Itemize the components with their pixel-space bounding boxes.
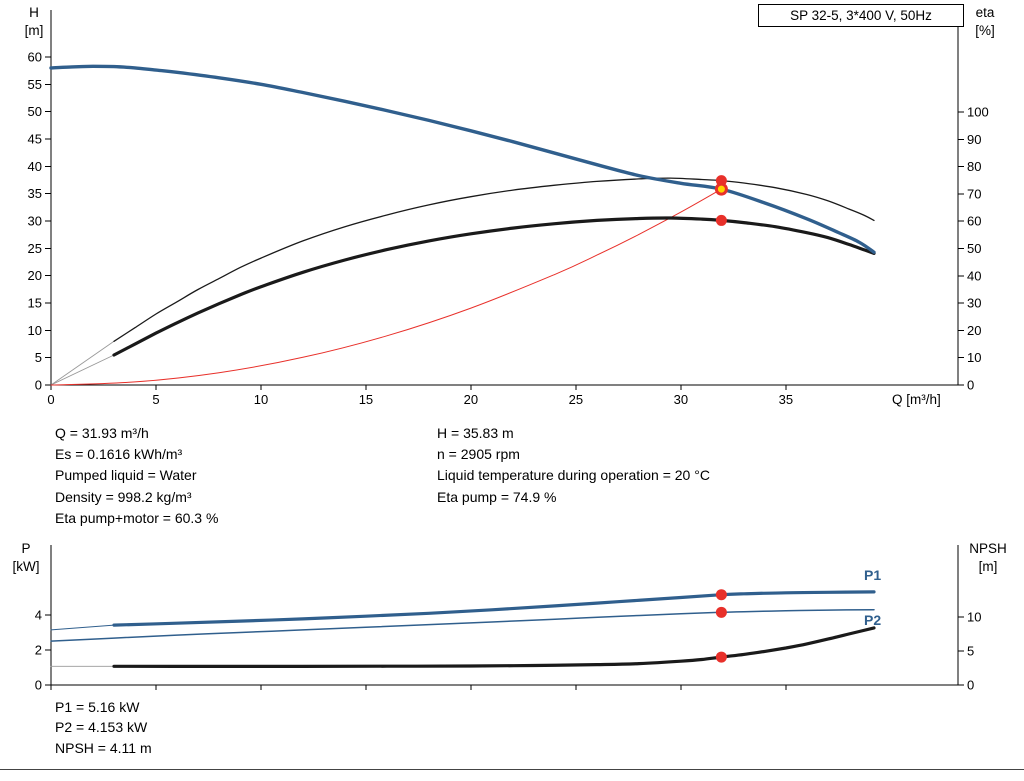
top-left-tick-label: 30 <box>28 214 42 229</box>
top-x-tick-label: 20 <box>464 392 478 407</box>
bottom-right-tick-label: 10 <box>967 610 981 625</box>
eta-axis-symbol: eta <box>975 5 995 20</box>
p2-curve-label: P2 <box>864 612 882 628</box>
curve-p2 <box>50 609 875 642</box>
top-right-tick-label: 100 <box>967 105 989 120</box>
curve-p1-lead-in <box>50 624 115 631</box>
pump-title: SP 32-5, 3*400 V, 50Hz <box>790 8 932 23</box>
bottom-divider <box>0 769 1024 770</box>
top-right-tick-label: 90 <box>967 132 981 147</box>
top-left-tick-label: 55 <box>28 77 42 92</box>
top-right-tick-label: 30 <box>967 296 981 311</box>
top-right-tick-label: 80 <box>967 159 981 174</box>
info-line-q: Q = 31.93 m³/h <box>55 425 149 441</box>
top-left-tick-label: 25 <box>28 241 42 256</box>
top-right-tick-label: 50 <box>967 241 981 256</box>
pump-title-box: SP 32-5, 3*400 V, 50Hz <box>758 4 964 27</box>
top-left-tick-label: 10 <box>28 323 42 338</box>
top-right-tick-label: 10 <box>967 350 981 365</box>
bottom-left-tick-label: 0 <box>35 678 42 693</box>
duty-point-marker-hq-duty[interactable] <box>714 182 728 196</box>
bottom-results: P1 = 5.16 kW P2 = 4.153 kW NPSH = 4.11 m <box>55 697 152 758</box>
bottom-right-tick-label: 5 <box>967 644 974 659</box>
bottom-right-tick-label: 0 <box>967 678 974 693</box>
top-left-tick-label: 45 <box>28 132 42 147</box>
result-p2: P2 = 4.153 kW <box>55 719 148 736</box>
top-left-tick-label: 40 <box>28 159 42 174</box>
curve-eta-pump-lead-in <box>50 340 115 386</box>
curve-h-q-pump-curve <box>49 64 876 254</box>
top-right-tick-label: 0 <box>967 378 974 393</box>
p-axis-title: P [kW] <box>4 540 48 576</box>
top-x-tick-label: 25 <box>569 392 583 407</box>
top-right-tick-label: 20 <box>967 323 981 338</box>
h-axis-symbol: H <box>29 5 39 20</box>
result-p1: P1 = 5.16 kW <box>55 699 140 715</box>
top-left-tick-label: 5 <box>35 350 42 365</box>
info-line-liquid: Pumped liquid = Water <box>55 467 197 484</box>
duty-point-marker-p2-duty[interactable] <box>715 606 727 618</box>
operating-point-info-left: Q = 31.93 m³/h Es = 0.1616 kWh/m³ Pumped… <box>55 423 218 529</box>
top-left-tick-label: 0 <box>35 378 42 393</box>
npsh-axis-symbol: NPSH <box>969 541 1007 556</box>
top-x-tick-label: 10 <box>254 392 268 407</box>
top-x-tick-label: 5 <box>152 392 159 407</box>
curve-npsh <box>112 626 876 669</box>
operating-point-info-right: H = 35.83 m n = 2905 rpm Liquid temperat… <box>437 423 710 508</box>
q-axis-title: Q [m³/h] <box>892 392 941 407</box>
top-right-tick-label: 60 <box>967 214 981 229</box>
info-line-eta-total: Eta pump+motor = 60.3 % <box>55 509 219 526</box>
top-x-tick-label: 0 <box>47 392 54 407</box>
h-axis-title: H [m] <box>16 4 52 40</box>
p-axis-symbol: P <box>21 541 31 556</box>
top-x-tick-label: 30 <box>674 392 688 407</box>
top-left-tick-label: 60 <box>28 50 42 65</box>
curve-eta-pump <box>113 177 875 342</box>
duty-point-marker-npsh-duty[interactable] <box>715 651 727 663</box>
eta-axis-unit: [%] <box>975 23 995 38</box>
bottom-left-tick-label: 4 <box>35 608 42 623</box>
curve-system-duty-curve <box>50 188 722 386</box>
result-npsh: NPSH = 4.11 m <box>55 739 152 756</box>
curve-eta-pump-motor-lead-in <box>50 354 115 386</box>
curve-eta-pump-motor <box>112 216 876 357</box>
top-left-tick-label: 20 <box>28 268 42 283</box>
top-left-tick-label: 15 <box>28 296 42 311</box>
p1-curve-label: P1 <box>864 567 882 583</box>
top-left-tick-label: 35 <box>28 186 42 201</box>
info-line-n: n = 2905 rpm <box>437 446 520 463</box>
p-axis-unit: [kW] <box>12 559 40 574</box>
top-right-tick-label: 70 <box>967 186 981 201</box>
info-line-h: H = 35.83 m <box>437 425 514 441</box>
top-left-tick-label: 50 <box>28 104 42 119</box>
info-line-density: Density = 998.2 kg/m³ <box>55 488 192 505</box>
bottom-left-tick-label: 2 <box>35 643 42 658</box>
npsh-axis-unit: [m] <box>978 559 998 574</box>
eta-axis-title: eta [%] <box>962 4 1008 40</box>
npsh-axis-title: NPSH [m] <box>960 540 1016 576</box>
info-line-temp: Liquid temperature during operation = 20… <box>437 467 710 484</box>
top-x-tick-label: 15 <box>359 392 373 407</box>
duty-point-marker-eta-pump-motor-duty[interactable] <box>715 214 727 226</box>
curve-p1 <box>112 590 876 627</box>
top-x-tick-label: 35 <box>779 392 793 407</box>
info-line-eta-pump: Eta pump = 74.9 % <box>437 488 557 505</box>
h-axis-unit: [m] <box>24 23 44 38</box>
top-right-tick-label: 40 <box>967 268 981 283</box>
info-line-es: Es = 0.1616 kWh/m³ <box>55 446 183 463</box>
duty-point-marker-p1-duty[interactable] <box>715 589 727 601</box>
